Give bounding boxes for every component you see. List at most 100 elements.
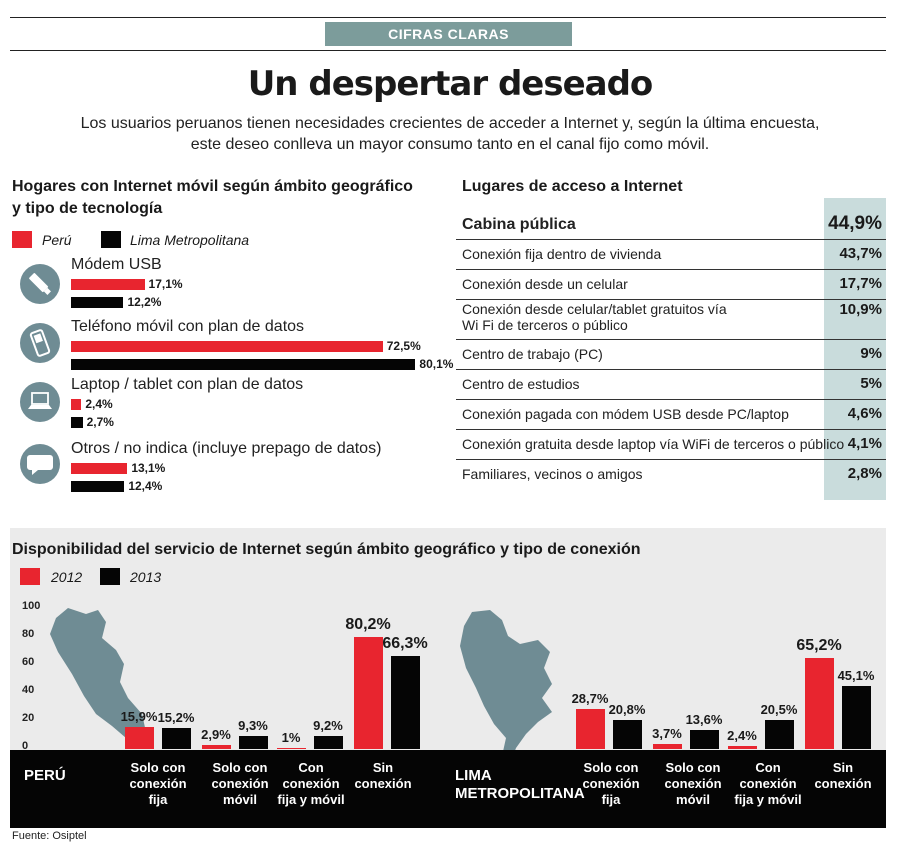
header-rule [10, 50, 886, 51]
chat-icon [20, 444, 60, 484]
region-label-peru: PERÚ [24, 767, 66, 784]
mobile-category-label: Otros / no indica (incluye prepago de da… [71, 440, 382, 457]
access-row: Conexión gratuita desde laptop vía WiFi … [456, 429, 886, 460]
access-row-value: 2,8% [847, 465, 882, 482]
category-label-line-3: fija [148, 792, 168, 807]
category-label-line-2: conexión [282, 776, 340, 791]
bar-lima [71, 297, 124, 308]
bar-lima-value: 2,7% [86, 415, 114, 429]
access-row-label: Conexión pagada con módem USB desde PC/l… [462, 406, 789, 422]
bar-2013 [613, 719, 642, 749]
bar-2013-value: 20,8% [608, 701, 646, 717]
access-row-label-line-2: Wi Fi de terceros o público [462, 317, 628, 333]
bar-2012-value: 80,2% [345, 615, 391, 633]
access-row: Familiares, vecinos o amigos 2,8% [456, 459, 886, 489]
bar-peru-value: 2,4% [85, 397, 113, 411]
bar-2012-value: 3,7% [652, 725, 682, 741]
legend-swatch-lima [101, 231, 121, 248]
mobile-category-label: Módem USB [71, 256, 162, 273]
bar-2012-value: 65,2% [796, 636, 842, 654]
y-tick-label: 40 [22, 684, 35, 696]
bar-2012-value: 28,7% [571, 690, 609, 706]
bar-2012 [125, 726, 154, 749]
source-note: Fuente: Osiptel [12, 830, 87, 842]
access-row-value: 17,7% [839, 275, 882, 292]
category-label-line-2: conexión [664, 776, 722, 791]
bar-2012-value: 2,4% [727, 727, 757, 743]
access-row-value: 43,7% [839, 245, 882, 262]
section-tag: CIFRAS CLARAS [325, 22, 572, 46]
bar-2012 [653, 743, 682, 749]
access-row: Centro de estudios 5% [456, 369, 886, 400]
access-row-label: Centro de estudios [462, 376, 580, 392]
bar-2013 [391, 656, 420, 749]
bar-peru [71, 399, 82, 410]
peru-map [50, 608, 146, 744]
mobile-category-label: Laptop / tablet con plan de datos [71, 376, 304, 393]
bar-2013 [765, 720, 794, 749]
bar-peru [71, 341, 383, 352]
category-label-line-2: conexión [739, 776, 797, 791]
category-label-line-3: fija y móvil [734, 792, 802, 807]
bar-2013-value: 66,3% [382, 635, 428, 653]
bar-2013 [690, 729, 719, 749]
bar-2013-value: 9,2% [313, 718, 343, 734]
category-label-line-1: Solo con [130, 760, 186, 775]
bar-2013 [162, 727, 191, 749]
y-tick-label: 20 [22, 712, 35, 724]
lima-map [460, 610, 552, 764]
bar-peru-value: 17,1% [148, 277, 183, 291]
bar-peru [71, 279, 145, 290]
access-row: Cabina pública 44,9% [456, 199, 886, 240]
category-label-line-2: conexión [814, 776, 872, 791]
category-label-line-1: Solo con [212, 760, 268, 775]
bar-lima-value: 80,1% [419, 357, 454, 371]
availability-title: Disponibilidad del servicio de Internet … [12, 541, 641, 558]
category-label-line-1: Sin [372, 760, 394, 775]
legend-swatch-2013 [100, 568, 120, 585]
bar-lima [71, 359, 416, 370]
bar-2013-value: 45,1% [837, 667, 875, 683]
mobile-chart-title: Hogares con Internet móvil según ámbito … [12, 176, 432, 220]
bar-peru [71, 463, 128, 474]
access-row-value: 10,9% [839, 301, 882, 318]
category-strip [10, 750, 886, 828]
access-row-label-line-1: Conexión desde celular/tablet gratuitos … [462, 301, 727, 317]
mobile-chart-title-line-1: Hogares con Internet móvil según ámbito … [12, 178, 413, 195]
y-tick-label: 0 [22, 740, 29, 752]
laptop-icon [20, 382, 60, 422]
bar-2013-value: 13,6% [685, 711, 723, 727]
access-row-label: Centro de trabajo (PC) [462, 346, 603, 362]
access-row-label: Conexión desde celular/tablet gratuitos … [462, 301, 727, 333]
access-row-value: 4,6% [847, 405, 882, 422]
category-label-line-1: Sin [832, 760, 854, 775]
y-tick-label: 80 [22, 628, 35, 640]
access-row-label: Familiares, vecinos o amigos [462, 466, 643, 482]
top-rule [10, 17, 886, 18]
category-label: Con conexión fija y móvil [266, 760, 356, 808]
region-label-lima-line-1: LIMA [455, 767, 492, 784]
region-label-lima-line-2: METROPOLITANA [455, 785, 585, 802]
bar-2013 [314, 736, 343, 749]
access-row: Conexión pagada con módem USB desde PC/l… [456, 399, 886, 430]
page-title: Un despertar deseado [247, 64, 654, 104]
category-label-line-3: móvil [223, 792, 257, 807]
intro-line-1: Los usuarios peruanos tienen necesidades… [80, 115, 820, 132]
bar-lima [71, 481, 125, 492]
category-label-line-2: conexión [354, 776, 412, 791]
access-row-label: Conexión fija dentro de vivienda [462, 246, 662, 262]
access-row-label: Conexión desde un celular [462, 276, 628, 292]
bar-2012 [202, 744, 231, 749]
region-label-lima: LIMA METROPOLITANA [455, 767, 585, 803]
intro-line-2: este deseo conlleva un mayor consumo tan… [190, 136, 710, 153]
bar-peru-value: 13,1% [131, 461, 166, 475]
bar-2012 [354, 636, 383, 749]
mobile-category-label: Teléfono móvil con plan de datos [71, 318, 305, 335]
legend-label-lima: Lima Metropolitana [130, 232, 250, 248]
category-label-line-3: fija y móvil [277, 792, 345, 807]
category-label-line-1: Con [755, 760, 781, 775]
phone-icon [20, 323, 60, 363]
bar-2012-value: 1% [281, 729, 301, 745]
legend-swatch-2012 [20, 568, 40, 585]
bar-peru-value: 72,5% [386, 339, 421, 353]
